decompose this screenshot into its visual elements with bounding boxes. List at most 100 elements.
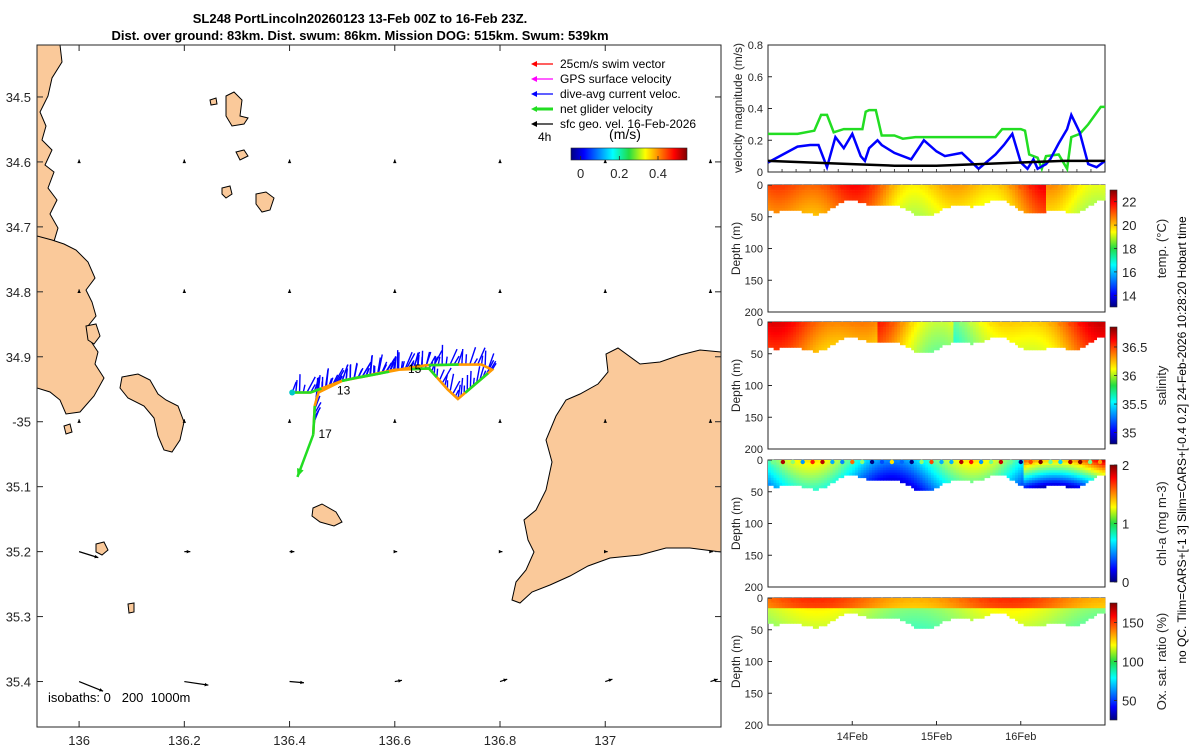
surface-sample-dot [879,597,885,603]
section-cell [897,327,901,330]
section-cell [953,334,957,338]
section-cell [784,200,789,204]
section-cell [863,465,867,468]
section-cell [807,613,811,617]
section-cell [874,598,878,601]
section-cell [936,202,940,206]
section-cell [953,605,957,609]
section-cell [942,197,946,201]
section-cell [925,600,929,604]
section-cell [1046,467,1050,471]
section-cell [936,477,940,481]
surface-sample-dot [1097,597,1103,603]
section-cell [869,190,873,193]
section-cell [916,332,920,336]
section-cell [928,334,932,338]
section-cell [798,327,803,330]
section-cell [871,608,876,612]
section-cell [914,329,918,333]
section-cell [1012,197,1016,201]
surface-sample-dot [998,597,1004,603]
section-cell [1060,475,1064,479]
section-cell [987,337,991,341]
section-x-axis: 14Feb 15Feb 16Feb [837,721,1036,743]
section-cell [776,615,780,619]
geo-arrow-head [498,289,502,294]
section-cell [838,197,842,201]
section-cell [902,322,906,325]
section-cell [922,329,926,333]
section-cell [1068,339,1072,343]
section-cell [922,618,926,622]
section-cell [900,334,904,338]
section-cell [922,472,926,476]
section-cell [1079,620,1083,624]
surface-sample-dot [1048,597,1053,603]
section-cell [1074,620,1078,624]
current-vector [341,364,349,382]
section-cell [914,185,918,188]
section-cell [989,465,994,468]
section-cell [961,615,965,619]
track-start-marker [289,389,296,396]
surface-sample-dot [840,184,845,190]
section-cell [978,190,982,193]
section-cell [992,610,996,614]
section-cell [1023,202,1027,206]
section-cell [880,197,884,201]
section-cell [1085,605,1089,609]
section-cell [967,187,971,191]
section-cell [998,610,1002,614]
section-cell [1071,197,1075,201]
section-cell [860,337,864,341]
section-cell [1020,470,1024,474]
section-cell [975,608,979,612]
section-cell [1001,195,1005,199]
section-cell [939,470,943,474]
section-cell [1023,472,1027,476]
surface-sample-dot [1078,184,1083,190]
section-cell [981,603,985,606]
section-cell [849,605,853,609]
section-cell [883,475,887,479]
section-cell [930,205,935,209]
section-cell [880,192,884,196]
section-cell [1015,600,1019,604]
section-cell [812,618,817,622]
section-cell [874,460,878,463]
section-cell [894,190,898,193]
section-cell [984,192,988,196]
section-cell [776,485,780,489]
section-cell [914,475,918,479]
section-cell [1012,192,1016,196]
section-cell [930,618,935,622]
section-cell [1020,200,1024,204]
section-cell [981,465,985,468]
section-cell [908,339,912,343]
section-cell [1015,322,1019,325]
section-cell [925,327,929,330]
section-cell [905,472,909,476]
section-cell [1076,620,1081,624]
section-cell [1026,342,1030,346]
section-cell [1032,195,1036,199]
section-cell [1034,618,1038,622]
section-cell [1057,329,1061,333]
section-cell [989,603,994,606]
surface-sample-dot [1097,321,1103,327]
section-cell [1071,190,1075,193]
surface-sample-dot [939,184,944,190]
section-cell [950,337,954,341]
section-cell [821,485,825,489]
section-cell [796,334,800,338]
section-cell [1076,200,1081,204]
section-cell [1054,600,1058,604]
section-cell [1046,608,1050,612]
section-cell [1102,329,1106,333]
section-cell [925,487,929,491]
section-cell [1037,467,1041,471]
section-cell [1026,339,1030,343]
section-cell [832,475,836,479]
section-cell [967,332,971,336]
section-cell [919,342,923,346]
